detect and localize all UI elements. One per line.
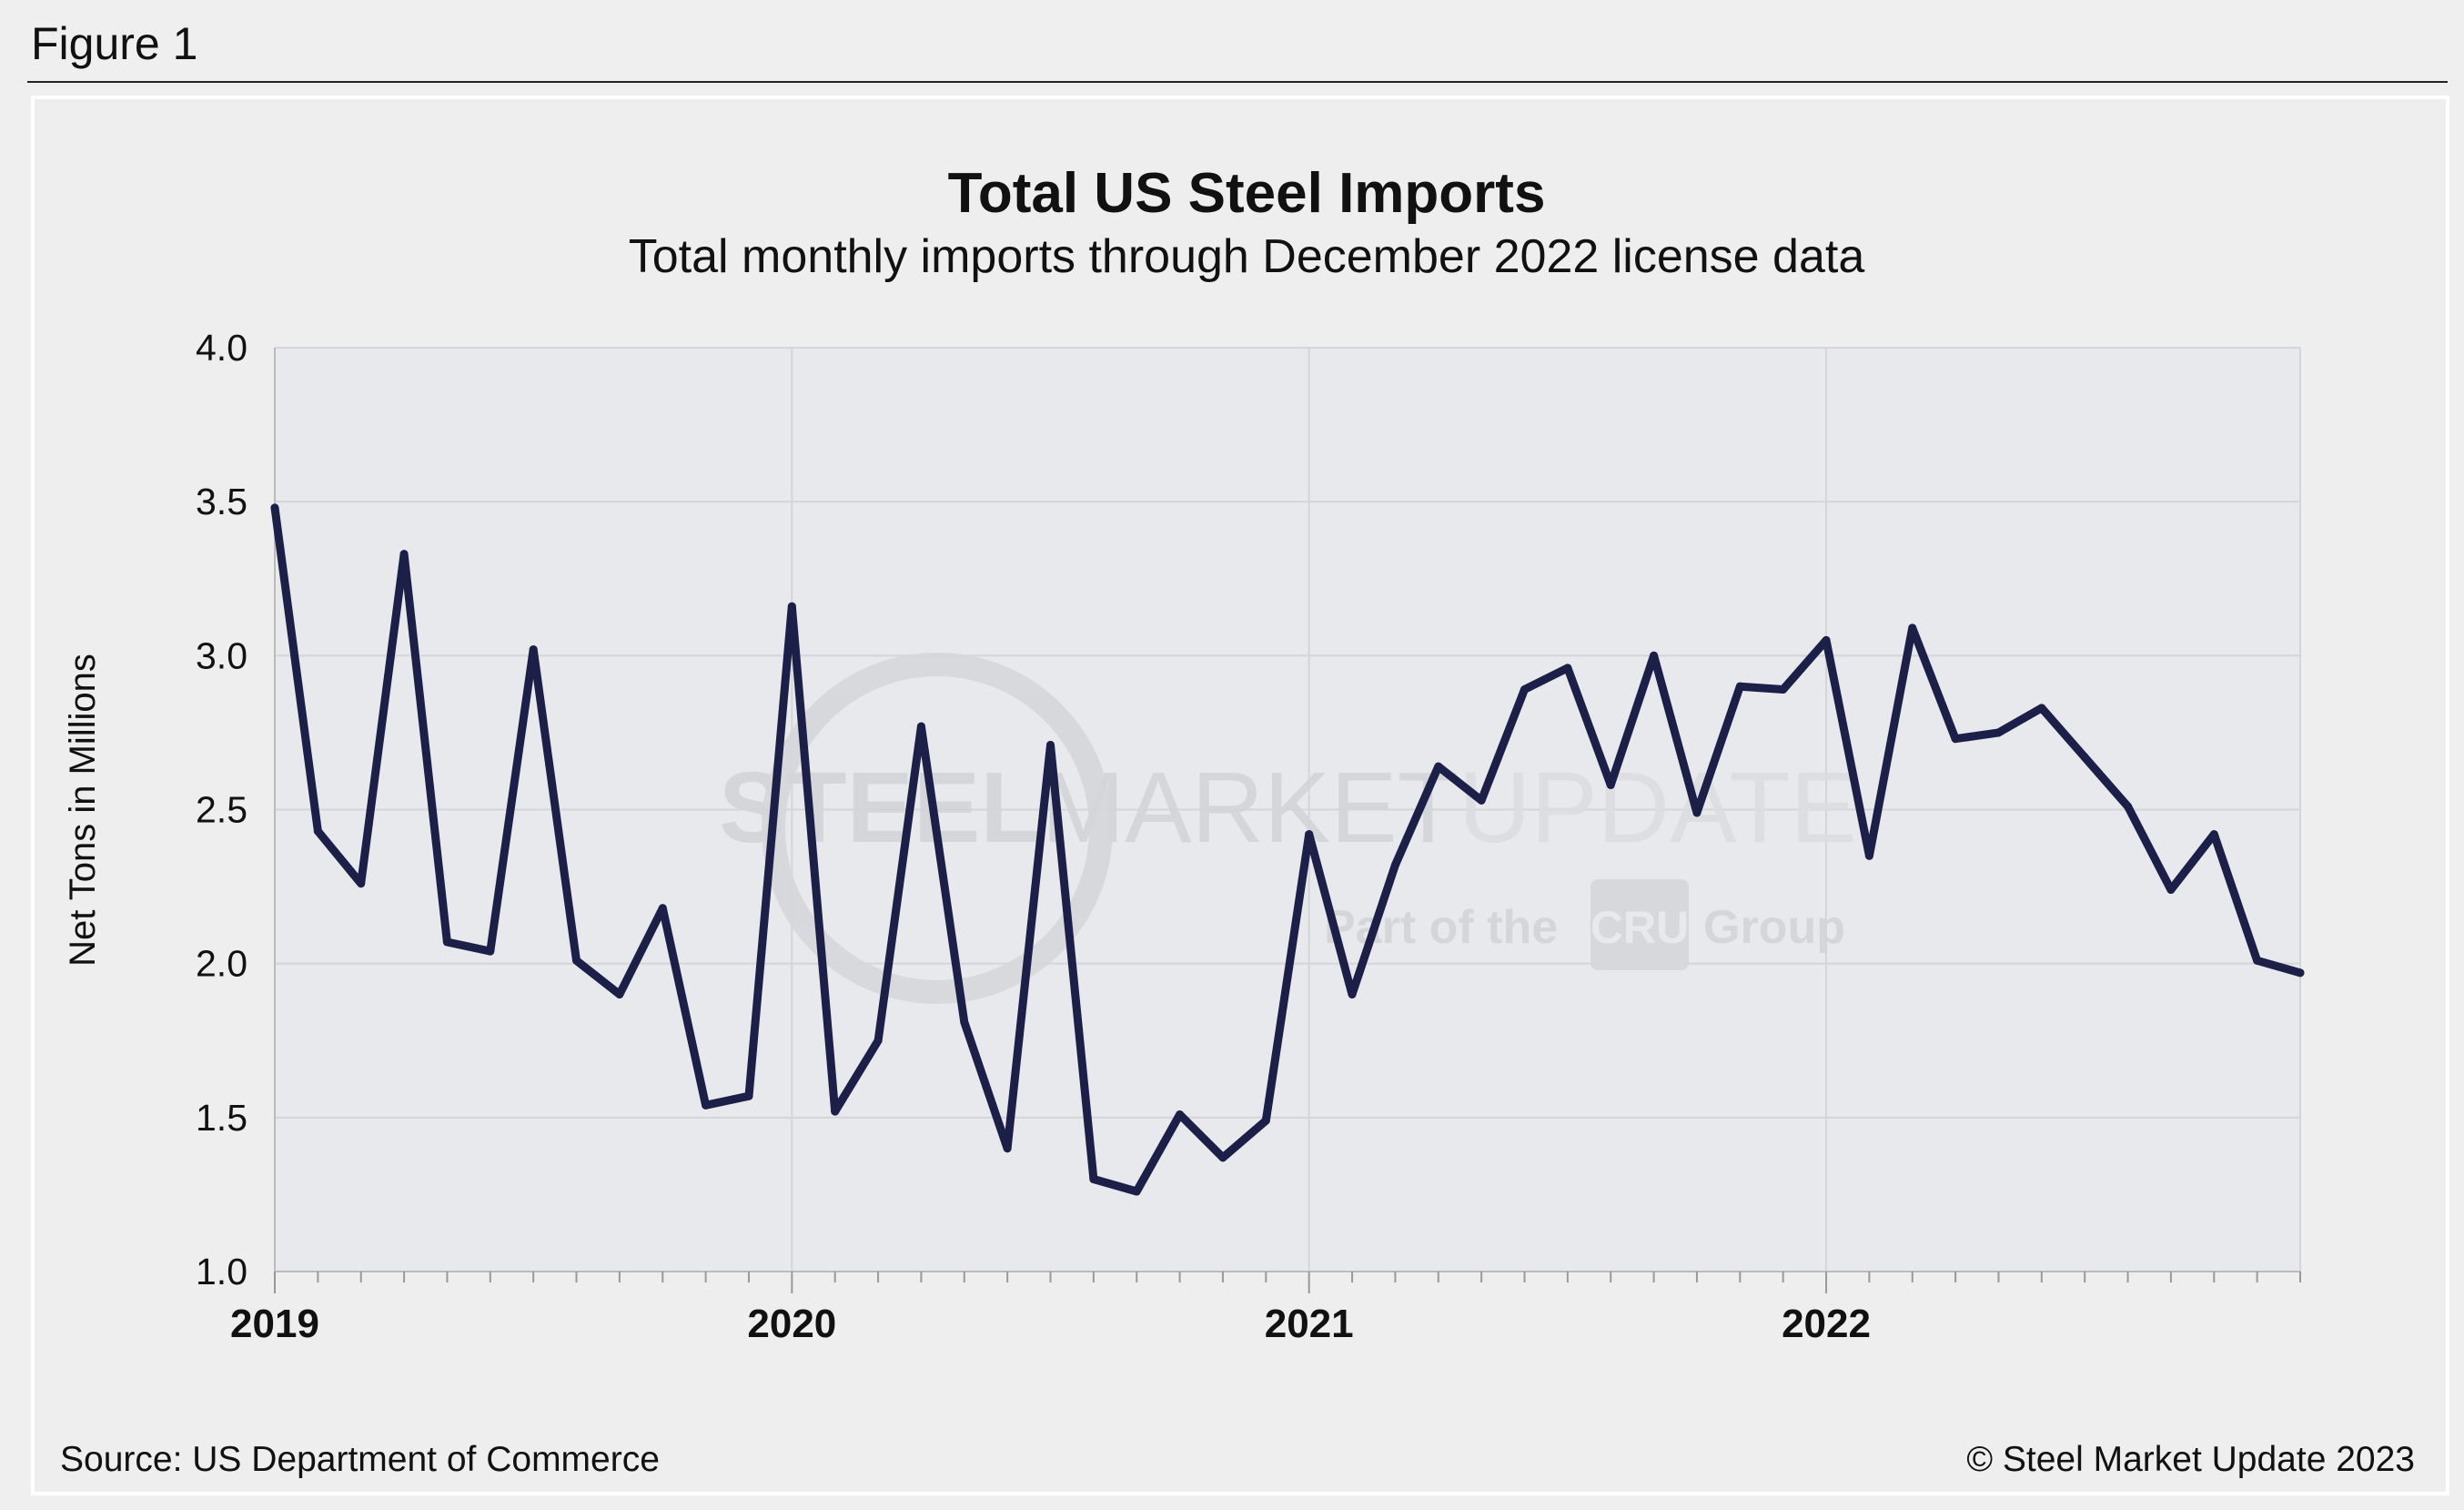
data-point bbox=[744, 1091, 753, 1100]
copyright-note: © Steel Market Update 2023 bbox=[1966, 1440, 2415, 1479]
watermark-group: Group bbox=[1703, 901, 1845, 954]
x-tick-label: 2019 bbox=[230, 1302, 319, 1346]
data-point bbox=[1650, 651, 1659, 660]
data-point bbox=[1520, 685, 1529, 694]
data-point bbox=[1606, 780, 1615, 789]
data-point bbox=[916, 722, 925, 731]
source-note: Source: US Department of Commerce bbox=[60, 1440, 660, 1479]
data-point bbox=[2296, 968, 2305, 978]
y-tick-label: 2.0 bbox=[196, 943, 247, 985]
data-point bbox=[1132, 1187, 1141, 1196]
data-point bbox=[831, 1107, 840, 1116]
data-point bbox=[270, 503, 279, 512]
series-line bbox=[270, 503, 2305, 1196]
x-tick-label: 2022 bbox=[1782, 1302, 1871, 1346]
data-point bbox=[2124, 802, 2133, 811]
data-point bbox=[1951, 735, 1960, 744]
data-point bbox=[1779, 685, 1788, 694]
data-point bbox=[1735, 682, 1744, 691]
y-tick-label: 3.5 bbox=[196, 481, 247, 522]
watermark-cru-box bbox=[1590, 879, 1689, 970]
data-point bbox=[1305, 830, 1314, 839]
data-point bbox=[2080, 753, 2089, 762]
chart-subtitle: Total monthly imports through December 2… bbox=[629, 230, 1865, 283]
data-point bbox=[1089, 1175, 1098, 1183]
data-point bbox=[1864, 851, 1873, 860]
data-point bbox=[1003, 1144, 1012, 1153]
x-tick-label: 2021 bbox=[1265, 1302, 1354, 1346]
data-point bbox=[1434, 762, 1443, 771]
data-point bbox=[2209, 830, 2218, 839]
data-point bbox=[529, 645, 538, 654]
y-axis-label: Net Tons in Millions bbox=[63, 654, 103, 967]
data-point bbox=[1477, 796, 1486, 805]
data-point bbox=[874, 1036, 883, 1045]
data-point bbox=[1176, 1110, 1185, 1119]
y-tick-label: 4.0 bbox=[196, 327, 247, 369]
y-tick-label: 2.5 bbox=[196, 789, 247, 831]
data-point bbox=[1218, 1153, 1227, 1162]
data-point bbox=[2166, 885, 2176, 894]
data-point bbox=[658, 904, 667, 913]
data-point bbox=[1908, 623, 1917, 633]
data-point bbox=[615, 990, 624, 998]
watermark-main: STEELMARKETUPDATE bbox=[719, 752, 1857, 864]
data-point bbox=[1390, 860, 1399, 869]
data-point bbox=[1563, 664, 1572, 673]
y-tick-label: 1.5 bbox=[196, 1097, 247, 1139]
data-point bbox=[1822, 635, 1831, 644]
data-point bbox=[486, 947, 495, 956]
watermark-cru: CRU bbox=[1590, 902, 1689, 953]
data-point bbox=[1348, 990, 1357, 998]
data-point bbox=[1692, 808, 1702, 817]
chart-title: Total US Steel Imports bbox=[948, 162, 1546, 225]
data-point bbox=[357, 879, 366, 888]
data-point bbox=[572, 956, 581, 965]
data-point bbox=[702, 1100, 711, 1110]
watermark: STEELMARKETUPDATE Part of the CRU Group bbox=[719, 653, 1857, 1004]
data-point bbox=[960, 1018, 969, 1027]
y-tick-label: 3.0 bbox=[196, 634, 247, 676]
data-point bbox=[442, 937, 451, 947]
data-point bbox=[1994, 728, 2003, 737]
data-point bbox=[2037, 704, 2046, 713]
data-point bbox=[787, 602, 796, 611]
data-point bbox=[1046, 740, 1055, 749]
y-tick-label: 1.0 bbox=[196, 1251, 247, 1292]
data-point bbox=[313, 826, 322, 836]
x-tick-label: 2020 bbox=[747, 1302, 836, 1346]
data-point bbox=[1261, 1116, 1270, 1125]
data-point bbox=[2253, 956, 2262, 965]
figure-label: Figure 1 bbox=[31, 18, 197, 69]
watermark-sub: Part of the bbox=[1324, 901, 1558, 954]
data-point bbox=[399, 550, 409, 559]
